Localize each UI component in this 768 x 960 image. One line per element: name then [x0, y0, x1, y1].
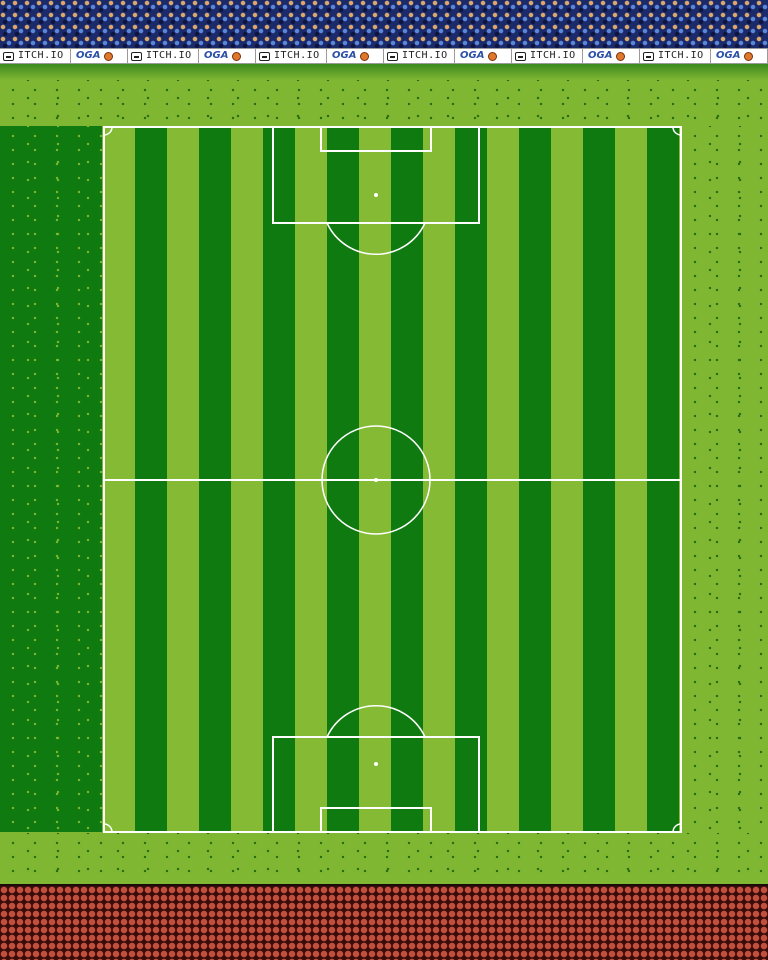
controller-icon — [3, 51, 14, 61]
soccer-pitch — [103, 126, 682, 833]
controller-icon — [643, 51, 654, 61]
advertising-boards: ITCH.IO OGA ITCH.IO OGA ITCH.IO OGA ITCH… — [0, 48, 768, 64]
controller-icon — [131, 51, 142, 61]
bottom-goal-box — [320, 807, 432, 833]
controller-icon — [515, 51, 526, 61]
top-penalty-arc — [326, 222, 426, 255]
ball-icon — [232, 51, 242, 61]
ad-board: ITCH.IO OGA — [512, 49, 640, 63]
corner-arc — [672, 823, 682, 833]
ball-icon — [360, 51, 370, 61]
bottom-penalty-box — [272, 736, 480, 833]
ad-site-label: ITCH.IO — [530, 50, 576, 61]
controller-icon — [387, 51, 398, 61]
ball-icon — [744, 51, 754, 61]
ad-board: ITCH.IO OGA — [128, 49, 256, 63]
corner-arc — [103, 126, 113, 136]
ad-board: ITCH.IO OGA — [256, 49, 384, 63]
grass-tufts-top — [0, 80, 768, 126]
grass-tufts-left — [0, 126, 102, 832]
corner-arc — [103, 823, 113, 833]
center-circle — [321, 425, 431, 535]
ad-brand-label: OGA — [716, 50, 741, 61]
pitch-markings — [103, 126, 682, 833]
ad-brand-label: OGA — [588, 50, 613, 61]
top-goal-box — [320, 126, 432, 152]
ad-divider — [454, 49, 455, 63]
top-penalty-box — [272, 126, 480, 224]
grass-tufts-right — [682, 126, 768, 832]
ball-icon — [616, 51, 626, 61]
ad-site-label: ITCH.IO — [18, 50, 64, 61]
ad-divider — [70, 49, 71, 63]
corner-arc — [672, 126, 682, 136]
ad-site-label: ITCH.IO — [658, 50, 704, 61]
ad-brand-label: OGA — [204, 50, 229, 61]
ad-divider — [198, 49, 199, 63]
grass-tufts-bottom — [0, 833, 768, 883]
grass-edge — [0, 64, 768, 80]
stadium-crowd — [0, 0, 768, 48]
ad-site-label: ITCH.IO — [402, 50, 448, 61]
ad-site-label: ITCH.IO — [146, 50, 192, 61]
shaded-grass-band — [0, 126, 102, 832]
ad-divider — [582, 49, 583, 63]
controller-icon — [259, 51, 270, 61]
top-penalty-spot — [374, 193, 378, 197]
ad-brand-label: OGA — [460, 50, 485, 61]
ball-icon — [488, 51, 498, 61]
ad-board: ITCH.IO OGA — [0, 49, 128, 63]
ad-divider — [326, 49, 327, 63]
bottom-penalty-arc — [326, 705, 426, 738]
ad-brand-label: OGA — [332, 50, 357, 61]
ad-board: ITCH.IO OGA — [640, 49, 768, 63]
ad-divider — [710, 49, 711, 63]
ad-brand-label: OGA — [76, 50, 101, 61]
bottom-penalty-spot — [374, 762, 378, 766]
ad-site-label: ITCH.IO — [274, 50, 320, 61]
ad-board: ITCH.IO OGA — [384, 49, 512, 63]
ball-icon — [104, 51, 114, 61]
center-spot — [374, 478, 378, 482]
running-track — [0, 884, 768, 960]
